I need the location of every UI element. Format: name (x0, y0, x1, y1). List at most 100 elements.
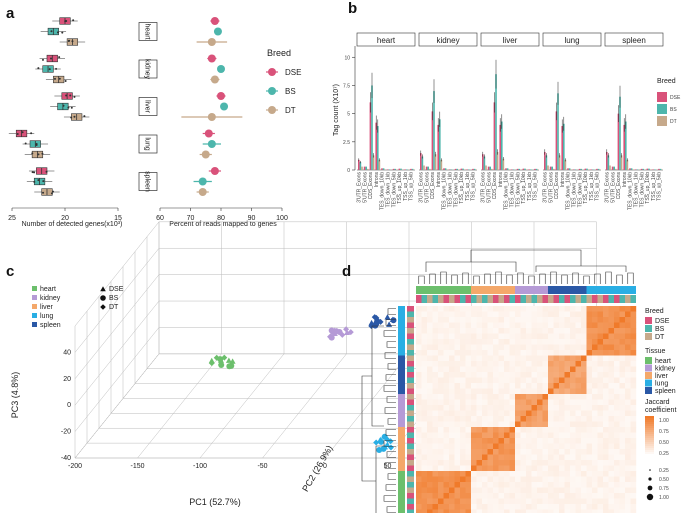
b-bar (609, 165, 611, 170)
d-heat-cell (526, 350, 532, 356)
d-heat-cell (443, 322, 450, 329)
d-heat-cell (520, 498, 527, 505)
d-scale-swatch (645, 420, 654, 423)
d-heat-cell (498, 432, 505, 439)
d-row-tissue-bar (398, 476, 405, 482)
d-heat-cell (449, 317, 455, 323)
b-x-tick-label: 5'UTR_Exons (548, 172, 554, 203)
d-heat-cell (608, 388, 615, 395)
d-heat-cell (619, 416, 626, 422)
d-heat-cell (531, 405, 538, 411)
d-heat-cell (630, 372, 637, 378)
d-size-key (646, 493, 654, 501)
d-heat-cell (509, 405, 516, 411)
d-heat-cell (608, 377, 615, 384)
d-heat-cell (531, 471, 538, 477)
b-bar (381, 168, 383, 170)
b-bar (425, 166, 428, 170)
d-heat-cell (438, 498, 444, 505)
d-row-breed-bar (407, 498, 414, 504)
d-col-tissue-bar (603, 286, 609, 294)
d-heat-cell (575, 328, 582, 334)
d-heat-cell (630, 388, 637, 395)
d-heat-cell (592, 504, 598, 510)
b-bar (487, 166, 490, 170)
d-heat-cell (570, 328, 576, 334)
d-heat-cell (443, 405, 450, 411)
d-heat-cell (471, 322, 477, 329)
d-row-tissue-bar (398, 443, 405, 449)
d-heat-cell (493, 465, 499, 472)
d-heat-cell (493, 311, 499, 318)
d-heat-cell (449, 311, 455, 318)
d-heat-cell (548, 487, 554, 494)
b-bar (578, 168, 581, 170)
d-heat-cell (625, 460, 631, 466)
d-heat-cell (471, 394, 477, 400)
d-heat-cell (542, 344, 549, 351)
d-heat-cell (432, 449, 439, 455)
d-heat-cell (471, 355, 477, 362)
d-heat-cell (460, 388, 466, 395)
d-heat-cell (586, 449, 593, 455)
b-bar (617, 113, 620, 170)
d-heat-cell (553, 344, 560, 351)
b-bar (547, 165, 549, 170)
d-heat-cell (520, 361, 527, 367)
d-scale-swatch (645, 444, 654, 447)
d-heat-cell (564, 317, 571, 323)
d-heat-cell (432, 432, 439, 439)
d-heat-cell (432, 399, 439, 406)
d-col-tissue-bar (542, 286, 548, 294)
d-heat-cell (421, 498, 428, 505)
d-heat-cell (548, 306, 554, 312)
d-heat-cell (504, 482, 510, 488)
d-heat-cell (581, 460, 587, 466)
d-heat-cell (487, 306, 494, 312)
d-heat-cell (608, 460, 615, 466)
d-heat-cell (608, 366, 615, 373)
d-heat-cell (581, 476, 587, 483)
a-box-point (61, 31, 64, 34)
b-bar (555, 111, 558, 170)
d-heat-cell (454, 504, 461, 510)
b-legend-label-DT: DT (670, 119, 677, 125)
d-heat-cell (515, 487, 521, 494)
d-heat-cell (416, 339, 422, 345)
d-heat-cell (432, 350, 439, 356)
panel-d: BreedDSEBSDTTissueheartkidneyliverlungsp… (361, 249, 676, 513)
d-col-breed-bar (454, 295, 460, 303)
c-point-spleen (386, 321, 393, 327)
d-heat-cell (498, 344, 505, 351)
d-heat-cell (619, 405, 626, 411)
d-heat-cell (575, 471, 582, 477)
d-heat-cell (575, 454, 582, 461)
d-heat-cell (537, 372, 543, 378)
b-bar (596, 168, 598, 170)
c-legend-key-heart (32, 286, 37, 291)
a-dot (207, 140, 216, 148)
d-col-tissue-bar (570, 286, 576, 294)
d-scale-swatch (645, 448, 654, 451)
d-heat-cell (498, 366, 505, 373)
d-heat-cell (487, 427, 494, 433)
b-legend-label-DSE: DSE (670, 95, 681, 101)
d-heat-cell (553, 328, 560, 334)
d-col-tissue-bar (553, 286, 559, 294)
d-col-tissue-bar (531, 286, 537, 294)
d-heat-cell (482, 344, 488, 351)
d-col-breed-bar (509, 295, 515, 303)
a-strip-label-liver: liver (144, 100, 151, 114)
b-bar (659, 168, 662, 170)
d-heat-cell (603, 377, 609, 384)
d-heat-cell (564, 498, 571, 505)
d-heat-cell (592, 311, 598, 318)
d-col-tissue-bar (476, 286, 482, 294)
d-heat-cell (427, 311, 433, 318)
d-heat-cell (564, 460, 571, 466)
d-heat-cell (520, 476, 527, 483)
a-legend-key-DSE (268, 68, 276, 76)
b-x-tick-label: 5'UTR_Exons (362, 172, 368, 203)
d-heat-cell (471, 449, 477, 455)
d-heat-cell (482, 449, 488, 455)
